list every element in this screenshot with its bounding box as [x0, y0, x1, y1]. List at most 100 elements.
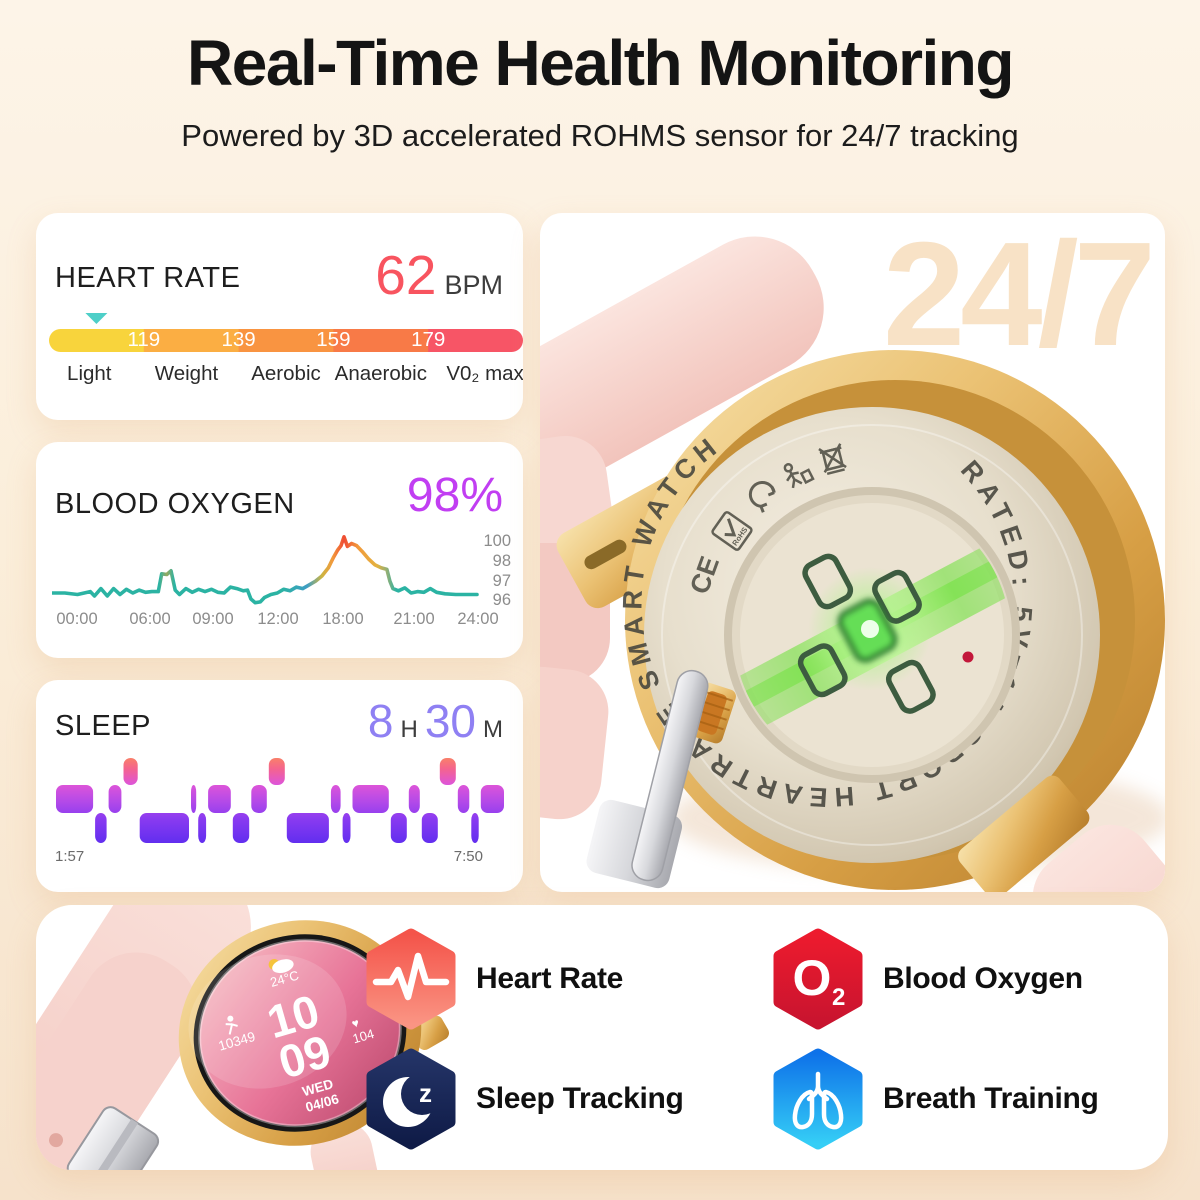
zone-bar [49, 329, 523, 352]
blood-oxygen-card: BLOOD OXYGEN 98% 100 98 97 96 00:00 06:00 09:0… [36, 442, 523, 658]
sleep-hours: 8 [367, 695, 394, 747]
badge-24-7: 24/7 [882, 213, 1156, 377]
strap-top [540, 236, 824, 519]
sleep-segment-light [480, 785, 504, 813]
front-strap [36, 905, 251, 1170]
sleep-segment-deep [139, 813, 189, 843]
heart-rate-number: 62 [375, 244, 437, 306]
zone-segment [238, 329, 335, 352]
page-subtitle: Powered by 3D accelerated ROHMS sensor f… [181, 118, 1019, 153]
zone-label: Light [67, 362, 112, 385]
ruby-gem [962, 651, 974, 663]
sleep-segment-light [352, 785, 389, 813]
y-axis-tick: 96 [493, 591, 511, 609]
sensor-flare [861, 620, 879, 638]
feature-label: Sleep Tracking [476, 1082, 684, 1115]
zone-threshold: 179 [411, 328, 445, 351]
heart-rate-title: HEART RATE [55, 262, 241, 294]
sleep-segment-deep [390, 813, 407, 843]
zone-segment [428, 329, 523, 352]
features-card: 24°C 10349 10 09 ♥ 104 WED 04/06 Heart R… [36, 905, 1168, 1170]
heart-rate-unit: BPM [444, 270, 503, 300]
sleep-hours-label: H [400, 716, 418, 743]
sleep-start-time: 1:57 [55, 848, 84, 864]
sleep-segment-deep [471, 813, 479, 843]
heart-rate-value: 62 BPM [375, 243, 503, 307]
sleep-segment-light [457, 785, 470, 813]
zone-segment [333, 329, 430, 352]
zone-label: Weight [155, 362, 219, 385]
sleep-segment-deep [421, 813, 438, 843]
heart-rate-card: HEART RATE 62 BPM 119 139 159 179 Light Weigh… [36, 213, 523, 420]
zone-label: Aerobic [251, 362, 321, 385]
blood-oxygen-title: BLOOD OXYGEN [55, 488, 295, 520]
svg-text:2: 2 [832, 984, 845, 1011]
svg-text:O: O [793, 950, 832, 1006]
sleep-segment-light [108, 785, 122, 813]
watch-back-card: 24/7 [540, 213, 1165, 892]
sleep-card: SLEEP 8 H 30 M 1:57 7:50 [36, 680, 523, 892]
sleep-segment-awake [123, 758, 138, 785]
current-bpm-marker [85, 313, 108, 324]
feature-label: Breath Training [883, 1082, 1099, 1115]
front-watch: 24°C 10349 10 09 ♥ 104 WED 04/06 [178, 920, 450, 1146]
feature-heart-rate: Heart Rate [363, 927, 623, 1031]
strap-bottom [1032, 824, 1165, 892]
sleep-segment-deep [198, 813, 207, 843]
buckle [586, 669, 709, 889]
lug-bottom [958, 775, 1090, 892]
front-buckle [66, 1106, 160, 1170]
x-axis-tick: 24:00 [457, 610, 498, 628]
blood-oxygen-value: 98% [407, 468, 503, 523]
x-axis-tick: 12:00 [257, 610, 298, 628]
sleep-minutes-label: M [483, 716, 503, 743]
x-axis-tick: 09:00 [192, 610, 233, 628]
spo2-line [52, 535, 479, 605]
sleep-segment-light [330, 785, 341, 813]
y-axis-tick: 97 [493, 572, 511, 590]
x-axis-tick: 18:00 [322, 610, 363, 628]
dial-heart-rate: 104 [351, 1026, 376, 1046]
sleep-end-time: 7:50 [454, 848, 483, 864]
feature-label: Blood Oxygen [883, 962, 1083, 995]
heartbeat-icon [366, 928, 456, 1030]
sleep-value: 8 H 30 M [368, 694, 503, 748]
feature-blood-oxygen: O 2 Blood Oxygen [770, 927, 1083, 1031]
strap-folds [540, 435, 613, 820]
lungs-icon [773, 1048, 863, 1150]
sleep-segment-light [56, 785, 94, 813]
x-axis-tick: 06:00 [129, 610, 170, 628]
sleep-segment-light [408, 785, 420, 813]
sleep-segment-deep [232, 813, 250, 843]
feature-sleep-tracking: z Sleep Tracking [363, 1047, 684, 1151]
zone-segment [49, 329, 145, 352]
sleep-segment-light [191, 785, 197, 813]
feature-label: Heart Rate [476, 962, 624, 995]
sleep-segment-awake [268, 758, 285, 785]
moon-z-icon: z [363, 1047, 459, 1151]
zone-threshold: 139 [221, 328, 255, 351]
sleep-segment-light [208, 785, 231, 813]
zone-threshold: 119 [127, 328, 160, 351]
steps-icon [225, 1015, 238, 1035]
svg-text:z: z [419, 1078, 432, 1108]
sleep-segment-awake [439, 758, 456, 785]
blood-oxygen-number: 98% [406, 469, 503, 522]
zone-label: V0₂ max [446, 362, 523, 385]
sleep-segment-deep [342, 813, 351, 843]
feature-breath-training: Breath Training [770, 1047, 1099, 1151]
person-bin-icon [783, 463, 815, 489]
sleep-segment-deep [286, 813, 329, 843]
heart-rate-zone-chart: 119 139 159 179 Light Weight Aerobic Anaerobic V… [49, 313, 523, 385]
zone-label: Anaerobic [335, 362, 427, 385]
sleep-segment-deep [95, 813, 107, 843]
page-title: Real-Time Health Monitoring [187, 27, 1014, 99]
weather-icon [268, 958, 294, 974]
sleep-hypnogram-chart: 1:57 7:50 [55, 758, 504, 864]
recycle-icon [748, 480, 776, 513]
zone-segment [143, 329, 240, 352]
sleep-minutes: 30 [424, 695, 476, 747]
